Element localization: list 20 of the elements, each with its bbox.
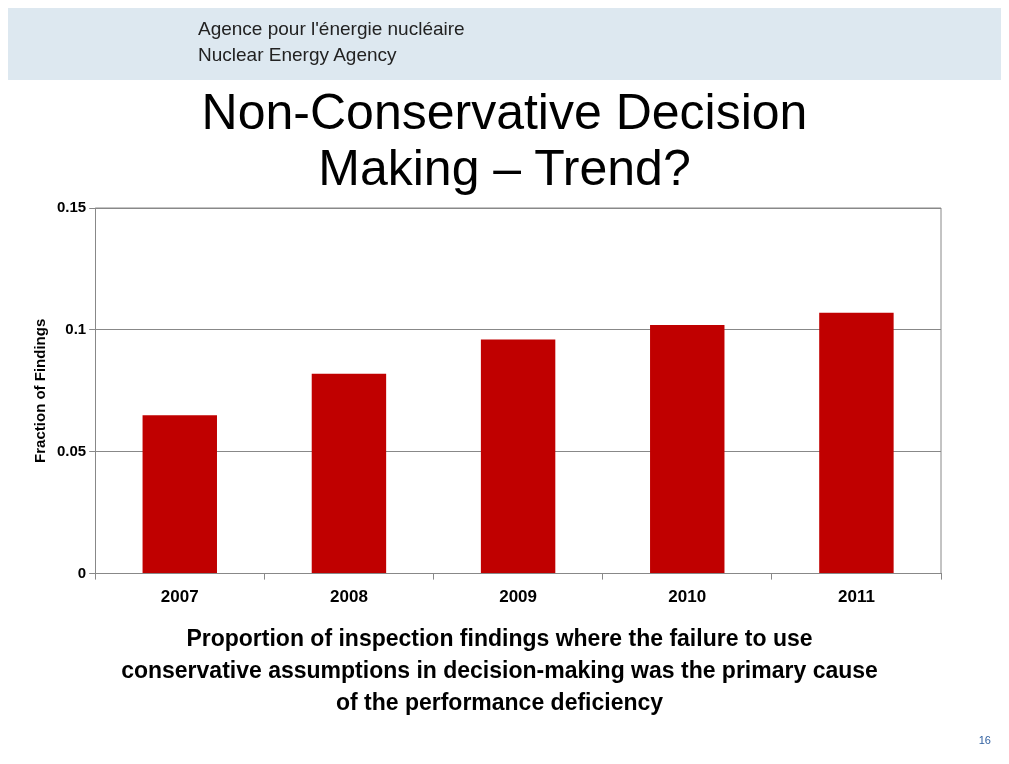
bar [819, 312, 894, 574]
y-axis-title: Fraction of Findings [31, 318, 49, 463]
bar [142, 415, 217, 574]
text: 16 [978, 734, 991, 746]
text: Nuclear Energy Agency [198, 43, 398, 67]
x-tick-label: 2011 [837, 587, 875, 607]
x-tick-label: 2007 [160, 587, 199, 607]
text: Proportion of inspection findings where the failure to use conservative assumptions in decision-making was the primary cause of the performance deficiency [120, 624, 879, 717]
bar [311, 373, 387, 574]
bar [480, 339, 556, 574]
y-tick-label: 0.1 [65, 320, 87, 338]
bar [650, 324, 725, 574]
y-tick-label: 0.15 [56, 198, 87, 216]
y-tick-label: 0.05 [56, 441, 87, 459]
x-tick-label: 2008 [330, 587, 368, 607]
x-tick-label: 2009 [499, 587, 538, 607]
y-tick-label: 0 [77, 563, 87, 581]
x-tick-label: 2010 [668, 587, 707, 607]
chart-title: Non-Conservative Decision Making – Trend? [200, 84, 809, 196]
text: Agence pour l'énergie nucléaire [198, 17, 466, 41]
